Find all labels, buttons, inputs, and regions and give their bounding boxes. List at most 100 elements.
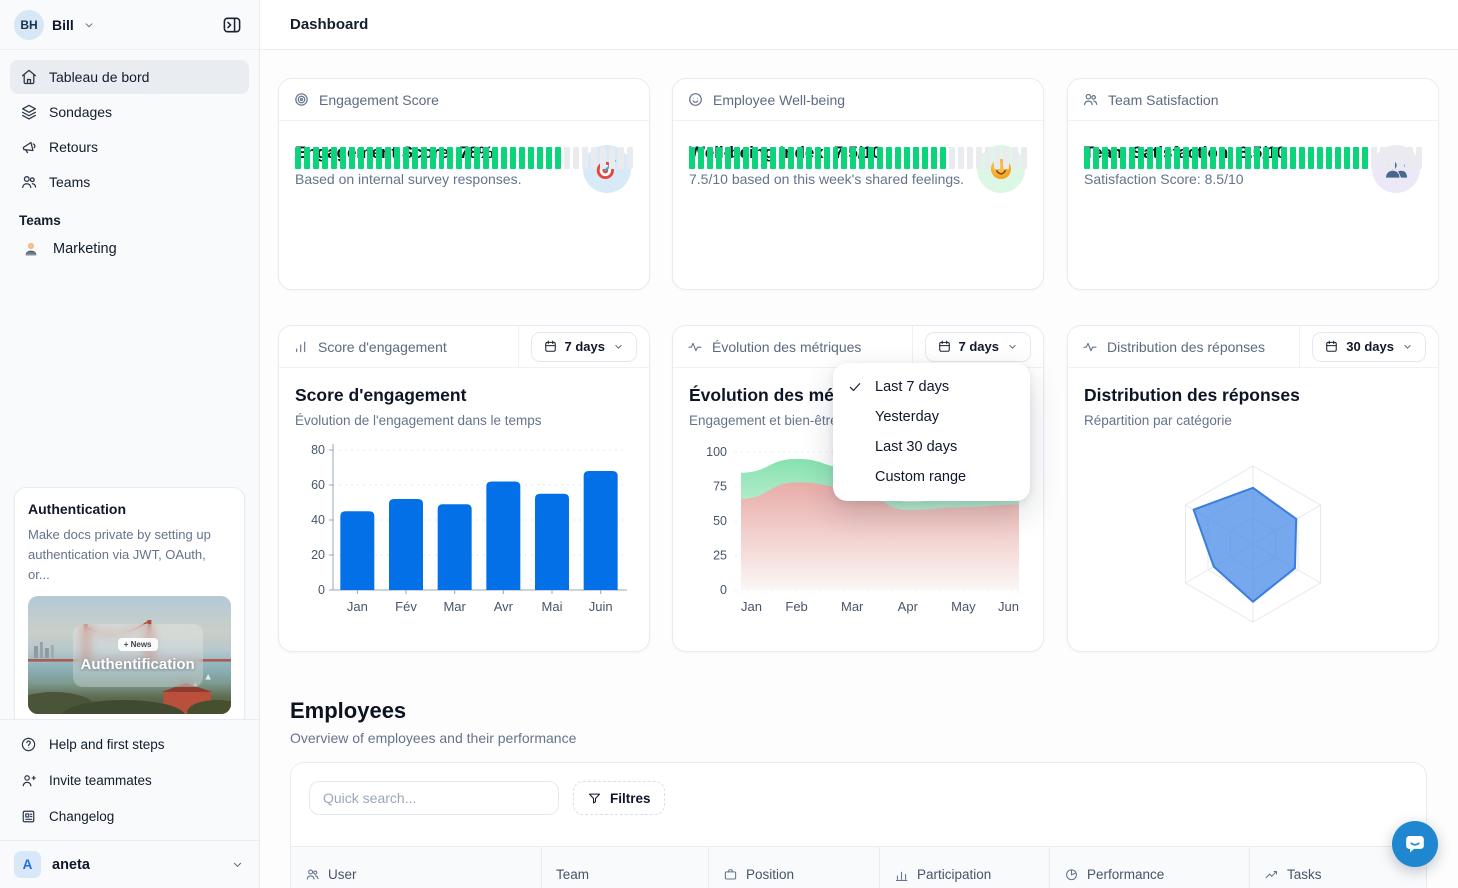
column-label: Participation — [917, 867, 992, 882]
megaphone-icon — [20, 138, 38, 156]
employees-section-title: Employees — [290, 698, 407, 723]
sidebar-item-changelog[interactable]: Changelog — [0, 798, 259, 834]
promo-image-caption: Authentification — [80, 655, 195, 673]
column-header-position[interactable]: Position — [708, 847, 879, 888]
home-icon — [20, 68, 38, 86]
svg-text:100: 100 — [706, 445, 727, 459]
card-header-label: Team Satisfaction — [1108, 91, 1219, 108]
range-label: 7 days — [958, 339, 999, 354]
divider — [0, 719, 259, 720]
filters-button[interactable]: Filtres — [573, 781, 665, 815]
calendar-icon — [937, 339, 952, 354]
svg-text:Mai: Mai — [542, 599, 563, 614]
chart-subtitle: Répartition par catégorie — [1084, 413, 1232, 428]
chevron-down-icon — [1006, 340, 1019, 353]
promo-body: Make docs private by setting up authenti… — [28, 527, 211, 583]
account-name: aneta — [52, 856, 90, 873]
workspace-name: Bill — [52, 16, 74, 33]
users-icon — [305, 867, 320, 882]
smiley-icon — [687, 91, 704, 108]
changelog-icon — [20, 808, 37, 825]
responses-radar-chart — [1185, 465, 1321, 623]
promo-title: Authentication — [28, 501, 126, 517]
sidebar-item-tableau-de-bord[interactable]: Tableau de bord — [10, 60, 249, 94]
metrics-area-chart: 0 25 50 75 100 Jan Feb Mar Apr May Jun — [706, 445, 1021, 614]
progress-bar — [1084, 147, 1422, 169]
menu-item-yesterday[interactable]: Yesterday — [841, 402, 1022, 432]
card-header: Employee Well-being — [673, 79, 1043, 121]
sidebar-collapse-icon[interactable] — [219, 12, 245, 38]
svg-text:Mar: Mar — [443, 599, 466, 614]
chart-title: Distribution des réponses — [1084, 385, 1300, 405]
authentication-promo-card[interactable]: Authentication Make docs private by sett… — [14, 487, 245, 729]
chevron-down-icon — [1401, 340, 1414, 353]
pie-chart-icon — [1064, 867, 1079, 882]
workspace-avatar: BH — [14, 9, 44, 40]
column-header-user[interactable]: User — [291, 847, 541, 888]
svg-text:50: 50 — [713, 514, 727, 528]
chevron-down-icon — [230, 857, 245, 872]
page-title: Dashboard — [290, 16, 369, 33]
sidebar-item-retours[interactable]: Retours — [10, 130, 249, 164]
menu-item-last-30-days[interactable]: Last 30 days — [841, 432, 1022, 462]
sidebar-item-marketing[interactable]: Marketing — [10, 233, 249, 265]
card-header: Score d'engagement 7 days — [279, 326, 649, 368]
team-item-label: Marketing — [53, 241, 117, 257]
column-header-participation[interactable]: Participation — [879, 847, 1049, 888]
range-selector-button[interactable]: 7 days — [924, 331, 1031, 362]
stat-subtitle: 7.5/10 based on this week's shared feeli… — [689, 171, 965, 187]
sidebar-item-sondages[interactable]: Sondages — [10, 95, 249, 129]
employees-section-subtitle: Overview of employees and their performa… — [290, 730, 577, 746]
target-icon — [293, 91, 310, 108]
menu-item-label: Custom range — [875, 469, 967, 485]
card-header-label: Évolution des métriques — [712, 338, 862, 355]
card-header-label: Employee Well-being — [713, 91, 846, 108]
card-header-label: Engagement Score — [319, 91, 439, 108]
column-header-tasks[interactable]: Tasks — [1249, 847, 1426, 888]
card-body: Distribution des réponses Répartition pa… — [1068, 368, 1438, 644]
column-label: Team — [556, 867, 590, 882]
employees-table-card: Filtres User Team Position — [290, 762, 1427, 888]
sidebar-item-label: Teams — [49, 174, 91, 190]
sidebar-nav: Tableau de bord Sondages Retours Teams — [0, 50, 259, 199]
technologist-emoji-icon — [22, 240, 40, 258]
chevron-down-icon — [612, 340, 625, 353]
workspace-switcher[interactable]: BH Bill — [0, 0, 259, 50]
sidebar-item-label: Retours — [49, 139, 99, 155]
teams-section-label: Teams — [19, 213, 61, 228]
briefcase-icon — [723, 867, 738, 882]
sidebar-item-help[interactable]: Help and first steps — [0, 726, 259, 762]
bar-chart-icon — [293, 339, 309, 355]
search-input[interactable] — [309, 781, 559, 815]
column-label: Performance — [1087, 867, 1165, 882]
trending-up-icon — [1264, 867, 1279, 882]
promo-image-overlay: + News Authentification — [72, 623, 203, 688]
chat-bubble-icon — [1402, 831, 1428, 857]
chat-launcher-button[interactable] — [1392, 821, 1438, 867]
sidebar-item-teams[interactable]: Teams — [10, 165, 249, 199]
table-toolbar: Filtres — [291, 763, 1426, 815]
sidebar-item-invite[interactable]: Invite teammates — [0, 762, 259, 798]
promo-image: + News Authentification — [28, 596, 231, 715]
menu-item-custom-range[interactable]: Custom range — [841, 462, 1022, 492]
team-satisfaction-card: Team Satisfaction Team Satisfaction: 8.5… — [1067, 78, 1439, 290]
svg-text:Mar: Mar — [841, 599, 864, 614]
sidebar: BH Bill Tableau de bord Sondages Retours — [0, 0, 260, 888]
card-body: Score d'engagement Évolution de l'engage… — [279, 368, 649, 620]
column-header-performance[interactable]: Performance — [1049, 847, 1249, 888]
card-header: Team Satisfaction — [1068, 79, 1438, 121]
range-selector-button[interactable]: 7 days — [530, 331, 637, 362]
column-header-team[interactable]: Team — [541, 847, 708, 888]
chart-subtitle: Évolution de l'engagement dans le temps — [295, 413, 542, 428]
card-body: Évolution des métriques Engagement et bi… — [673, 368, 1043, 620]
card-header: Distribution des réponses 30 days — [1068, 326, 1438, 368]
footer-item-label: Changelog — [49, 808, 115, 824]
svg-text:Fév: Fév — [395, 599, 417, 614]
stat-subtitle: Based on internal survey responses. — [295, 171, 522, 187]
bar-chart-icon — [894, 867, 909, 882]
responses-distribution-card: Distribution des réponses 30 days Distri… — [1067, 325, 1439, 652]
account-switcher[interactable]: A aneta — [0, 841, 259, 888]
menu-item-last-7-days[interactable]: Last 7 days — [841, 372, 1022, 402]
range-selector-button[interactable]: 30 days — [1312, 331, 1426, 362]
